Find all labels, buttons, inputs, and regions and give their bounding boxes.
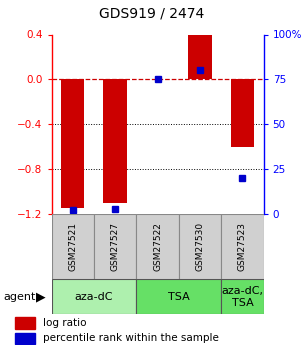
Text: aza-dC: aza-dC [75, 292, 113, 302]
Bar [15, 333, 35, 344]
Text: GSM27530: GSM27530 [195, 222, 205, 271]
Text: log ratio: log ratio [43, 318, 87, 328]
Bar [104, 79, 127, 203]
Bar [188, 34, 212, 79]
Text: GSM27521: GSM27521 [68, 222, 77, 271]
Text: TSA: TSA [168, 292, 190, 302]
Text: percentile rank within the sample: percentile rank within the sample [43, 334, 219, 344]
Bar [221, 214, 264, 279]
Text: GSM27523: GSM27523 [238, 222, 247, 271]
Bar [61, 79, 85, 208]
Text: GDS919 / 2474: GDS919 / 2474 [99, 7, 204, 21]
Bar [52, 214, 94, 279]
Bar [179, 214, 221, 279]
Bar [136, 279, 221, 314]
Text: aza-dC,
TSA: aza-dC, TSA [221, 286, 263, 307]
Bar [52, 279, 136, 314]
Text: agent: agent [3, 292, 35, 302]
Bar [231, 79, 254, 147]
Text: GSM27527: GSM27527 [111, 222, 120, 271]
Bar [221, 279, 264, 314]
Bar [136, 214, 179, 279]
Bar [15, 317, 35, 329]
Text: GSM27522: GSM27522 [153, 222, 162, 271]
Text: ▶: ▶ [36, 290, 46, 303]
Bar [94, 214, 136, 279]
